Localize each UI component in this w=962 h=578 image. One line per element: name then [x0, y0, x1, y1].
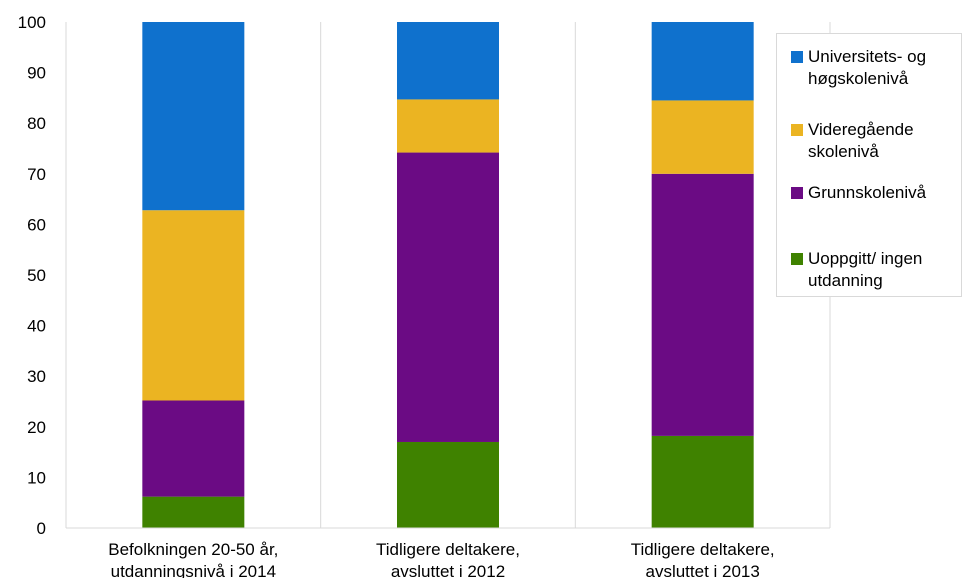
bar-segment-1-0: [397, 441, 499, 528]
legend-item: Universitets- og høgskolenivå: [791, 46, 962, 90]
legend-swatch: [791, 124, 803, 136]
y-tick-label: 0: [37, 519, 46, 538]
legend-label: Universitets- og høgskolenivå: [808, 47, 927, 88]
bar-segment-0-1: [142, 400, 245, 497]
y-tick-label: 40: [27, 317, 46, 336]
bar-segment-2-3: [651, 22, 754, 101]
y-tick-label: 60: [27, 215, 46, 234]
legend-item: Uoppgitt/ ingen utdanning: [791, 248, 962, 292]
bar-segment-1-1: [397, 152, 499, 442]
legend-swatch: [791, 187, 803, 199]
x-category-label: avsluttet i 2012: [391, 562, 505, 578]
bar-segment-2-0: [651, 435, 754, 528]
bar-segment-2-2: [651, 100, 754, 174]
legend: Universitets- og høgskolenivå Videregående…: [776, 33, 962, 297]
x-category-label: Tidligere deltakere,: [631, 540, 775, 559]
bar-segment-1-3: [397, 22, 499, 100]
bar-segment-2-1: [651, 173, 754, 436]
x-category-label: Befolkningen 20-50 år,: [108, 540, 278, 559]
legend-item: Grunnskolenivå: [791, 182, 962, 204]
y-tick-label: 20: [27, 418, 46, 437]
legend-swatch: [791, 253, 803, 265]
x-category-label: avsluttet i 2013: [645, 562, 759, 578]
y-tick-label: 90: [27, 64, 46, 83]
bar-segment-0-3: [142, 22, 245, 211]
bars: [142, 22, 754, 528]
y-axis-ticks: 0 10 20 30 40 50 60 70 80 90 100: [18, 13, 46, 538]
legend-label: Uoppgitt/ ingen utdanning: [808, 249, 923, 290]
legend-item: Videregående skolenivå: [791, 119, 962, 163]
x-category-label: Tidligere deltakere,: [376, 540, 520, 559]
bar-segment-0-0: [142, 496, 245, 528]
legend-label: Videregående skolenivå: [808, 120, 914, 161]
y-tick-label: 70: [27, 165, 46, 184]
legend-swatch: [791, 51, 803, 63]
y-tick-label: 50: [27, 266, 46, 285]
legend-label: Grunnskolenivå: [808, 183, 927, 202]
bar-segment-0-2: [142, 210, 245, 401]
y-tick-label: 30: [27, 367, 46, 386]
y-tick-label: 80: [27, 114, 46, 133]
x-axis-categories: Befolkningen 20-50 år, utdanningsnivå i 2…: [108, 540, 774, 578]
y-tick-label: 100: [18, 13, 46, 32]
x-category-label: utdanningsnivå i 2014: [111, 562, 276, 578]
y-tick-label: 10: [27, 468, 46, 487]
bar-segment-1-2: [397, 99, 499, 153]
